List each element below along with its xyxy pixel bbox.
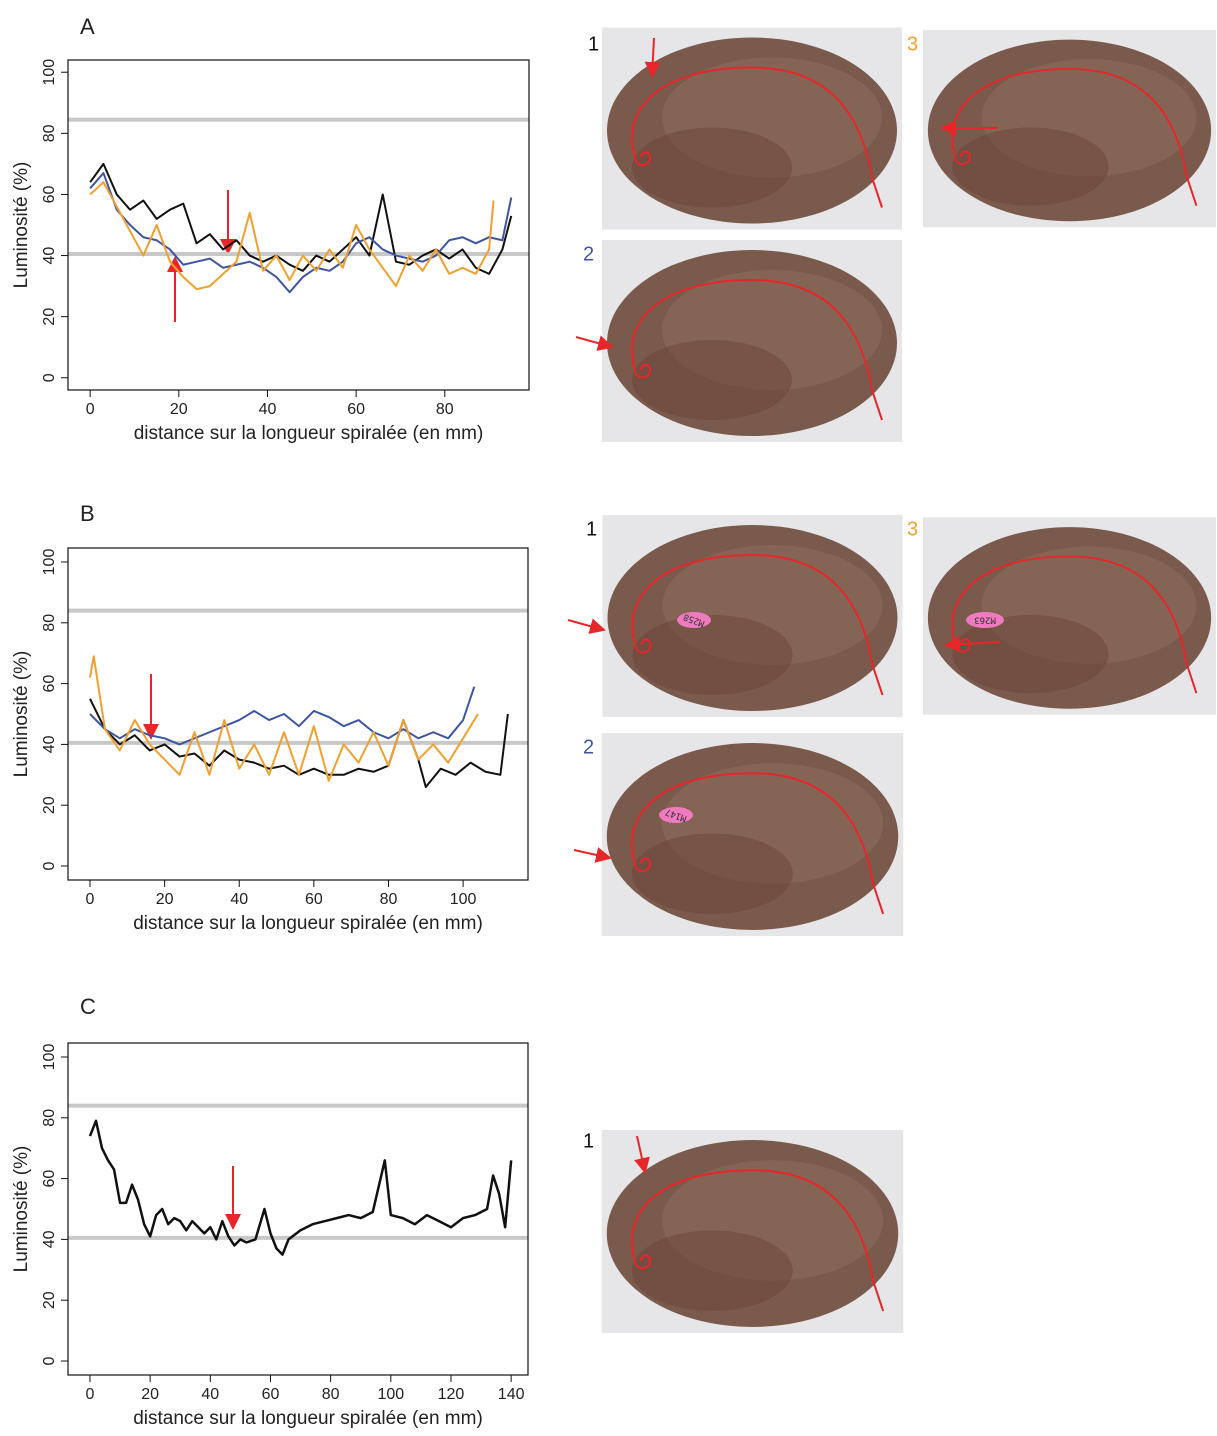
x-tick-label: 120 bbox=[438, 1386, 465, 1403]
shell-photo bbox=[600, 1130, 905, 1333]
chart: C 0 20 40 60 80 100 120 140 0 20 40 60 80 100 Luminosit… bbox=[11, 994, 529, 1429]
plot-frame bbox=[67, 59, 530, 391]
arrows bbox=[143, 37, 1001, 1230]
photo-label: 2 bbox=[583, 243, 594, 265]
x-axis-label: distance sur la longueur spiralée (en mm… bbox=[133, 913, 483, 934]
shell-photo bbox=[600, 733, 905, 936]
x-tick-label: 60 bbox=[262, 1386, 280, 1403]
specimen-tag: M263 bbox=[966, 612, 1004, 628]
arrow bbox=[944, 636, 1001, 653]
chart: A 0 20 40 60 80 0 20 40 60 80 100 Luminosité (%) dist… bbox=[11, 14, 530, 444]
photo-label: 1 bbox=[588, 33, 599, 55]
data-line bbox=[89, 172, 513, 294]
data-line bbox=[89, 686, 476, 746]
x-tick-label: 40 bbox=[230, 891, 248, 908]
arrow bbox=[575, 335, 614, 351]
x-tick-label: 80 bbox=[322, 1386, 340, 1403]
data-line bbox=[89, 162, 513, 275]
x-tick-label: 100 bbox=[377, 1386, 404, 1403]
specimen-tag: M258 bbox=[677, 611, 711, 628]
y-tick-label: 80 bbox=[41, 1109, 58, 1127]
arrow bbox=[573, 847, 612, 863]
y-tick-label: 60 bbox=[41, 675, 58, 693]
y-tick-label: 20 bbox=[41, 308, 58, 326]
shell-photo bbox=[602, 240, 902, 442]
y-tick-label: 100 bbox=[41, 1044, 58, 1071]
x-axis-label: distance sur la longueur spiralée (en mm… bbox=[134, 423, 484, 444]
y-tick-label: 20 bbox=[41, 796, 58, 814]
x-tick-label: 40 bbox=[259, 401, 277, 418]
specimen-tag: M147 bbox=[659, 806, 693, 823]
x-tick-label: 20 bbox=[156, 891, 174, 908]
y-tick-label: 0 bbox=[41, 1356, 58, 1365]
arrow bbox=[644, 37, 661, 78]
y-tick-label: 0 bbox=[41, 861, 58, 870]
x-tick-label: 0 bbox=[86, 891, 95, 908]
y-tick-label: 40 bbox=[41, 1230, 58, 1248]
y-tick-label: 80 bbox=[41, 614, 58, 632]
plot-frame bbox=[67, 1042, 529, 1376]
x-tick-label: 40 bbox=[201, 1386, 219, 1403]
data-line bbox=[88, 1119, 513, 1256]
y-tick-label: 60 bbox=[41, 1170, 58, 1188]
panel-title: A bbox=[80, 14, 95, 39]
chart: B 0 20 40 60 80 100 0 20 40 60 80 100 Luminosité (%) d… bbox=[11, 501, 529, 934]
x-tick-label: 0 bbox=[86, 1386, 95, 1403]
tag-text: M263 bbox=[974, 615, 996, 625]
x-tick-label: 100 bbox=[450, 891, 477, 908]
y-axis-label: Luminosité (%) bbox=[11, 651, 32, 778]
x-tick-label: 80 bbox=[380, 891, 398, 908]
arrow bbox=[634, 1135, 650, 1174]
data-line bbox=[89, 181, 495, 291]
shell-photo bbox=[602, 27, 902, 230]
y-tick-label: 100 bbox=[41, 59, 58, 86]
y-tick-label: 20 bbox=[41, 1291, 58, 1309]
photo-label: 3 bbox=[907, 33, 918, 55]
data-line bbox=[89, 655, 479, 782]
shell-photo bbox=[601, 515, 904, 717]
x-tick-label: 60 bbox=[347, 401, 365, 418]
y-axis-label: Luminosité (%) bbox=[11, 162, 32, 289]
data-line bbox=[89, 698, 509, 788]
shell-photo bbox=[923, 516, 1216, 716]
plot-frame bbox=[67, 547, 529, 881]
panel-title: B bbox=[80, 501, 95, 526]
x-tick-label: 20 bbox=[141, 1386, 159, 1403]
x-axis-label: distance sur la longueur spiralée (en mm… bbox=[133, 1408, 483, 1429]
photos: M258 M263 M147 1 3 2 1 3 2 1 bbox=[143, 27, 1216, 1333]
photo-label: 3 bbox=[907, 518, 918, 540]
photo-label: 1 bbox=[583, 1130, 594, 1152]
photo-label: 2 bbox=[583, 736, 594, 758]
y-tick-label: 60 bbox=[41, 185, 58, 203]
x-tick-label: 60 bbox=[305, 891, 323, 908]
panel-title: C bbox=[80, 994, 96, 1019]
y-tick-label: 100 bbox=[41, 549, 58, 576]
y-axis-label: Luminosité (%) bbox=[11, 1146, 32, 1273]
y-tick-label: 0 bbox=[41, 373, 58, 382]
arrow bbox=[567, 618, 606, 634]
y-tick-label: 40 bbox=[41, 247, 58, 265]
y-tick-label: 40 bbox=[41, 735, 58, 753]
x-tick-label: 0 bbox=[86, 401, 95, 418]
x-tick-label: 140 bbox=[498, 1386, 525, 1403]
x-tick-label: 20 bbox=[170, 401, 188, 418]
y-tick-label: 80 bbox=[41, 124, 58, 142]
x-tick-label: 80 bbox=[436, 401, 454, 418]
photo-label: 1 bbox=[586, 518, 597, 540]
